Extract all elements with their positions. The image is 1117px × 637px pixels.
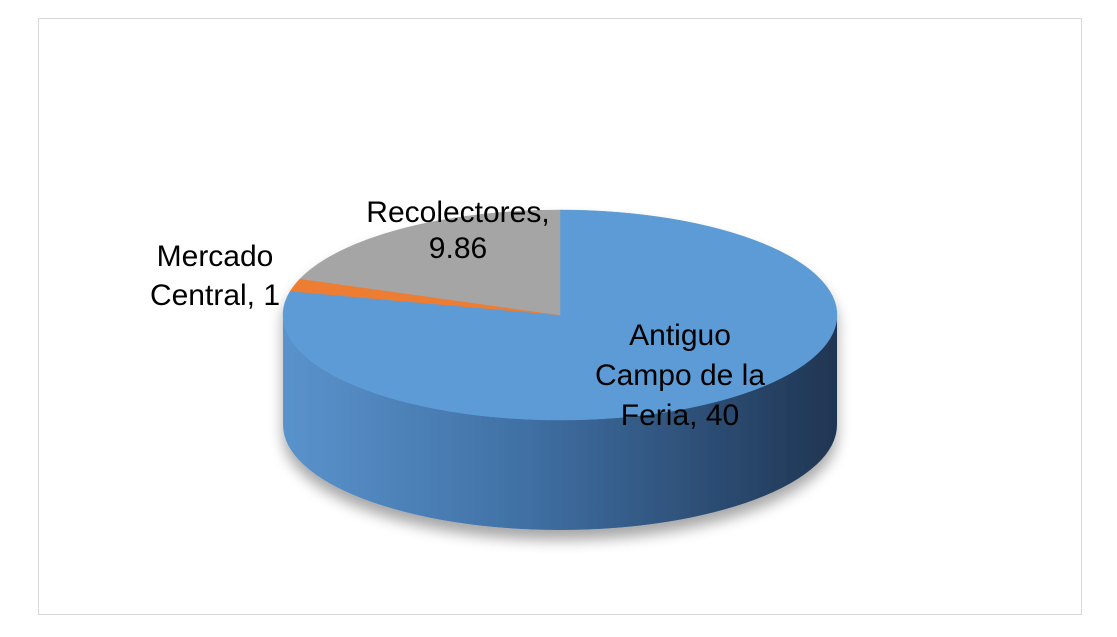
data-label-antiguo-campo-de-la-feria-line-3: Feria, 40 (621, 399, 739, 432)
data-label-recolectores-line-1: Recolectores, (366, 196, 549, 229)
data-label-mercado-central-line-2: Central, 1 (150, 279, 280, 312)
data-label-antiguo-campo-de-la-feria-line-1: Antiguo (629, 319, 731, 352)
data-label-recolectores-line-2: 9.86 (429, 232, 487, 265)
data-label-antiguo-campo-de-la-feria-line-2: Campo de la (595, 359, 765, 392)
data-label-mercado-central-line-1: Mercado (157, 240, 274, 273)
pie-side-antiguo-campo-de-la-feria (283, 315, 837, 530)
pie-slice-recolectores (299, 209, 561, 316)
